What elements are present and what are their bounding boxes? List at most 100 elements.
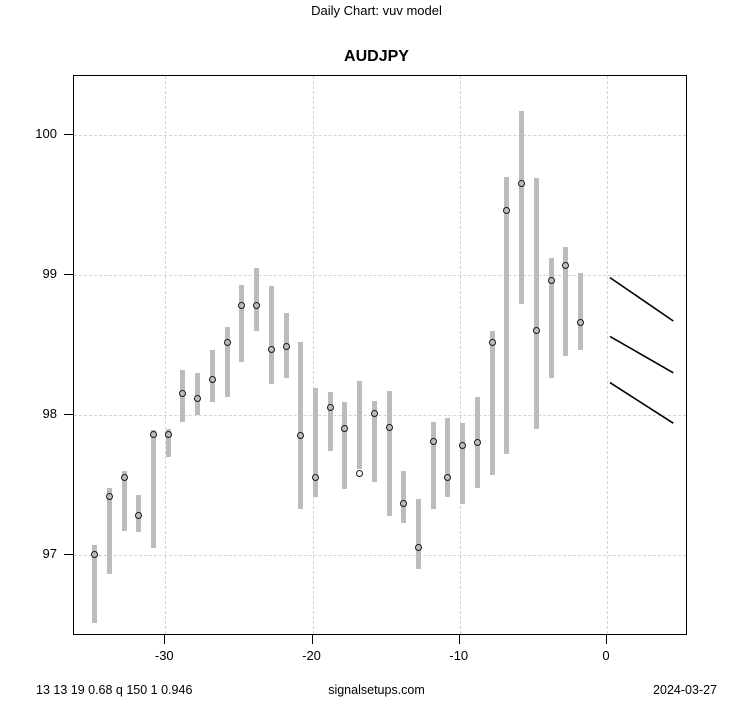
y-tick-label: 99 [42,265,57,281]
close-marker [91,551,99,559]
close-marker [562,261,570,269]
range-bar [371,400,377,482]
range-bar [489,330,495,475]
range-bar [268,286,274,384]
range-bar [254,267,260,331]
close-marker [326,404,334,412]
range-bar [209,350,215,403]
range-bar [106,487,112,575]
close-marker [208,376,216,384]
range-bar [342,402,348,489]
x-tick-label: 0 [602,648,610,663]
page-title: Daily Chart: vuv model [311,3,442,18]
close-marker [164,430,172,438]
y-tick [64,413,73,415]
plot-inner [74,76,686,634]
close-marker [150,430,157,438]
close-marker [473,439,481,447]
chart-title: AUDJPY [344,48,409,65]
range-bar [430,421,436,509]
gridline-x-0 [165,76,167,634]
gridline-y-3 [74,134,686,136]
range-bar [386,391,392,516]
range-bar [239,284,245,362]
y-tick-label: 100 [35,125,57,141]
forecast-upper [609,276,674,322]
range-bar [416,498,422,569]
x-tick-label: -20 [302,648,321,663]
gridline-y-0 [74,554,686,556]
footer-date: 2024-03-27 [653,683,717,697]
close-marker [105,492,113,500]
close-marker [253,302,261,310]
gridline-x-1 [312,76,314,634]
close-marker [194,394,202,402]
range-bar [92,545,98,624]
forecast-lower [609,381,674,424]
x-tick-label: -30 [154,648,174,663]
range-bar [460,423,466,505]
range-bar [121,470,127,531]
range-bar [401,470,407,523]
forecast-middle [609,335,674,374]
close-marker [503,206,511,214]
gridline-x-2 [459,76,461,634]
range-bar [533,178,539,429]
close-marker [297,432,305,440]
x-tick-label: -10 [449,648,469,663]
close-marker [282,342,290,350]
range-bar [298,342,304,509]
close-marker [370,409,378,417]
range-bar [195,372,201,415]
range-bar [312,388,318,498]
footer-source: signalsetups.com [328,683,425,697]
close-marker [547,276,555,284]
range-bar [519,111,525,305]
x-tick [164,635,166,644]
range-bar [445,417,451,498]
close-marker [356,470,364,478]
close-marker [385,423,393,431]
plot-area [73,75,687,635]
x-tick [311,635,313,644]
range-bar [504,176,510,454]
forecast-lines [609,276,674,424]
range-bar [548,258,554,379]
gridline-y-2 [74,274,686,276]
x-tick [458,635,460,644]
y-tick [64,133,73,135]
close-marker [444,474,452,482]
range-bar [563,246,569,356]
close-marker [179,390,187,398]
gridline-y-1 [74,414,686,416]
y-tick [64,273,73,275]
close-marker [577,318,584,326]
range-bar [357,381,363,470]
range-bar [578,273,583,351]
close-marker [120,474,128,482]
close-marker [488,338,496,346]
close-marker [400,499,408,507]
close-marker [459,442,467,450]
range-bar [151,430,156,548]
close-marker [311,474,319,482]
close-marker [223,338,231,346]
range-bar [224,326,230,397]
y-tick-label: 98 [42,405,57,421]
range-bar [165,428,171,457]
close-marker [415,544,423,552]
close-marker [532,327,540,335]
gridline-x-3 [607,76,609,634]
close-marker [238,302,246,310]
close-marker [267,345,275,353]
y-tick [64,553,73,555]
close-marker [341,425,349,433]
close-marker [429,437,437,445]
footer-params: 13 13 19 0.68 q 150 1 0.946 [36,683,193,697]
x-tick [606,635,608,644]
y-tick-label: 97 [42,545,57,561]
close-marker [518,180,526,188]
close-marker [135,512,143,520]
range-bar [327,392,333,452]
